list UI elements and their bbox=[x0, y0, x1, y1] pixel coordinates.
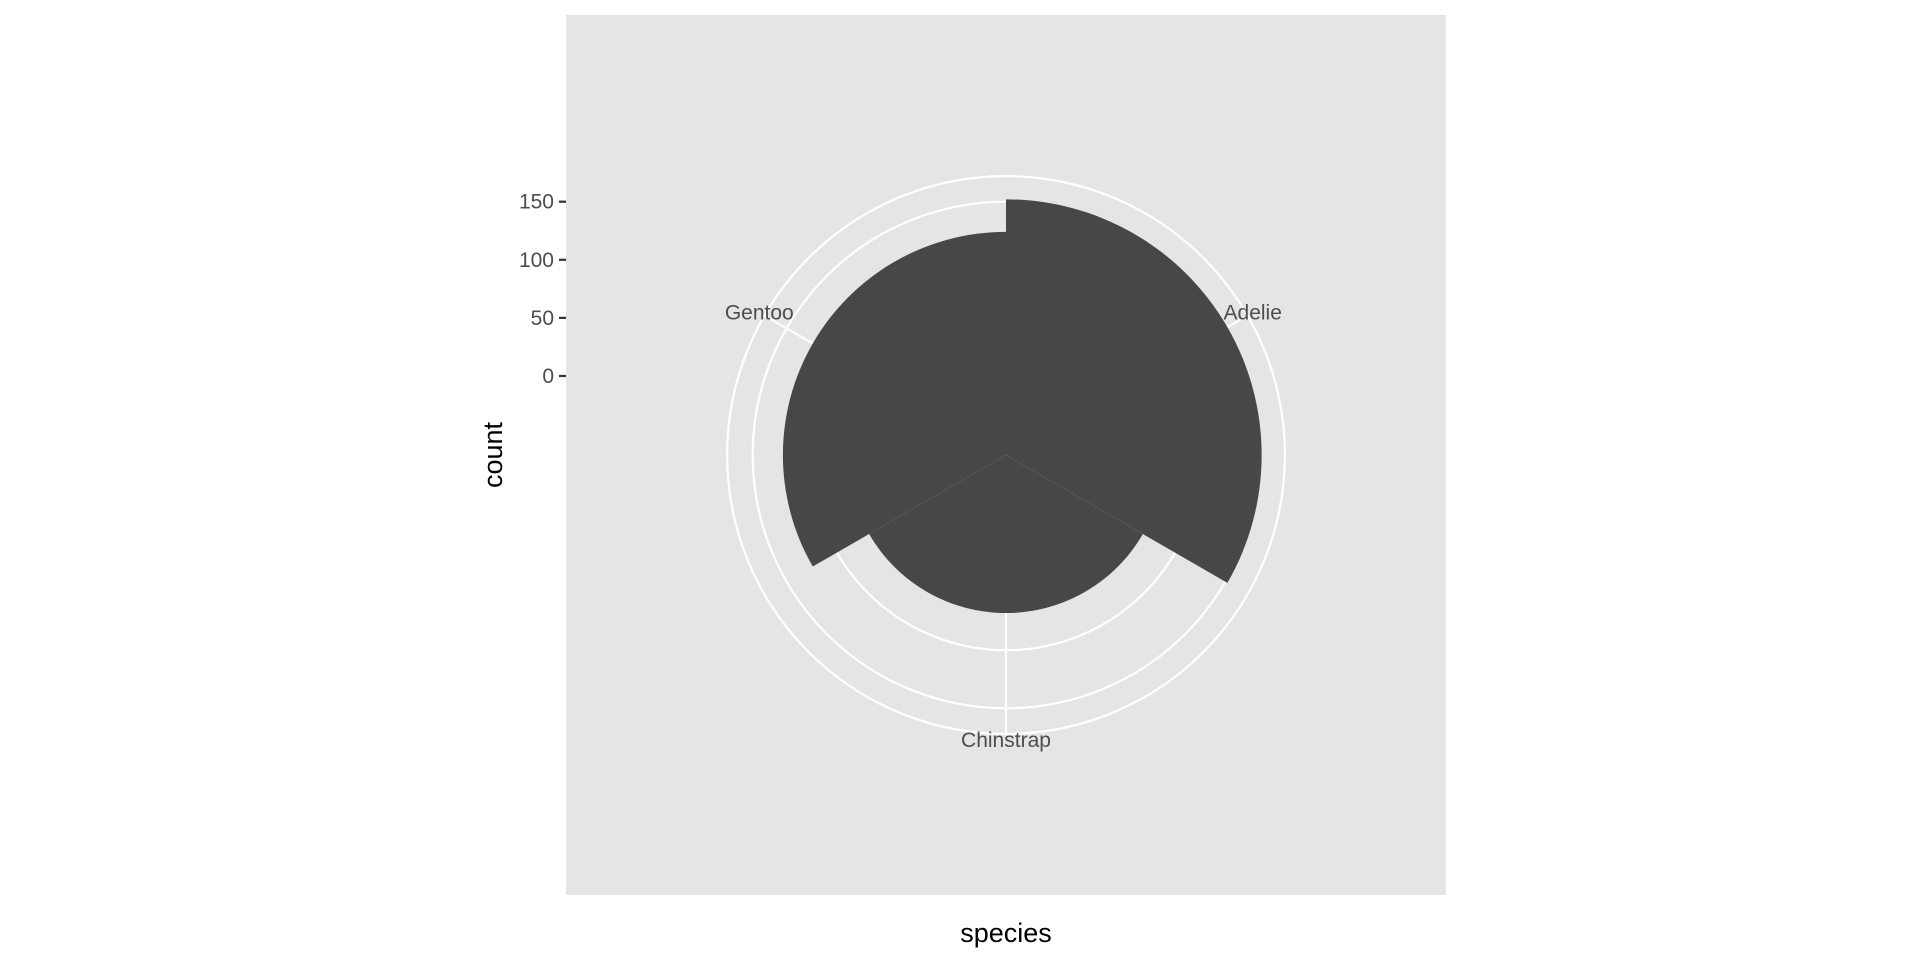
x-axis-title: species bbox=[960, 918, 1052, 948]
y-tick-label: 150 bbox=[519, 191, 554, 214]
category-label-chinstrap: Chinstrap bbox=[961, 729, 1051, 752]
y-tick-label: 100 bbox=[519, 249, 554, 272]
y-tick-label: 0 bbox=[542, 365, 554, 388]
bar-gentoo bbox=[782, 231, 1006, 567]
category-label-gentoo: Gentoo bbox=[725, 302, 794, 325]
bars bbox=[782, 199, 1262, 614]
y-tick-label: 50 bbox=[531, 307, 554, 330]
y-axis-title: count bbox=[478, 421, 508, 488]
bar-adelie bbox=[1006, 199, 1262, 583]
category-label-adelie: Adelie bbox=[1224, 302, 1282, 325]
category-labels: Adelie Chinstrap Gentoo bbox=[725, 302, 1282, 752]
y-axis: 0 50 100 150 bbox=[519, 191, 566, 388]
